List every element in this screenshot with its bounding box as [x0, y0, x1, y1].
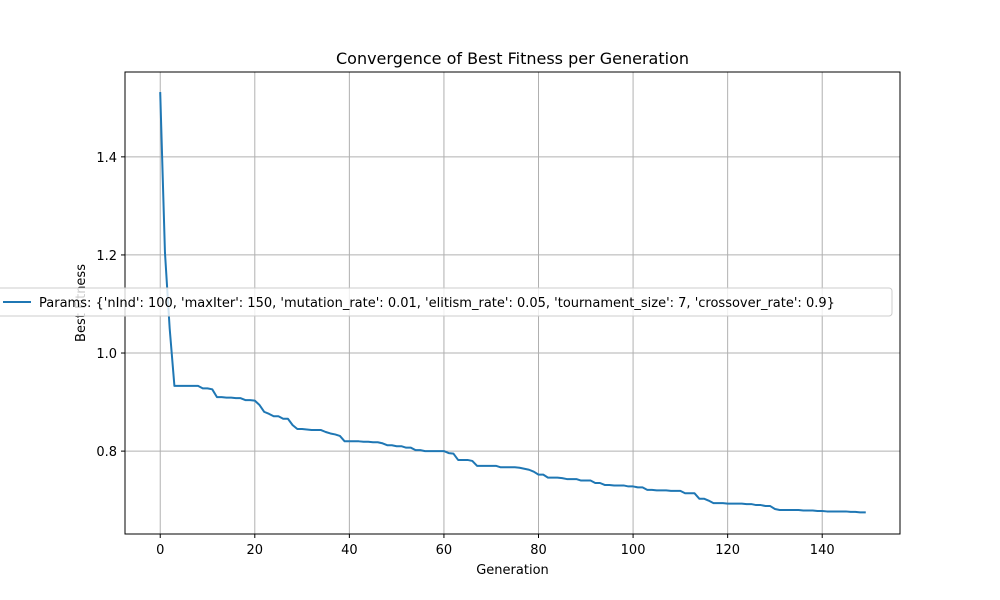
y-tick-label: 0.8: [96, 445, 117, 460]
x-tick-label: 140: [810, 543, 835, 558]
y-tick-label: 1.2: [96, 249, 117, 264]
x-axis-label: Generation: [476, 563, 549, 578]
x-tick-label: 0: [156, 543, 164, 558]
plot-area: [159, 92, 866, 514]
legend: Params: {'nInd': 100, 'maxIter': 150, 'm…: [0, 287, 893, 317]
x-tick-label: 80: [530, 543, 547, 558]
x-tick-label: 20: [247, 543, 264, 558]
y-tick-label: 1.4: [96, 151, 117, 166]
x-tick-label: 60: [436, 543, 453, 558]
x-tick-label: 120: [715, 543, 740, 558]
legend-entry-label: Params: {'nInd': 100, 'maxIter': 150, 'm…: [39, 296, 835, 311]
axis-ticks: 0 20 40 60 80 100 120 140 0.8 1.0 1.2 1.4: [96, 151, 834, 558]
x-tick-label: 100: [621, 543, 646, 558]
legend-box: [0, 287, 893, 317]
series-line-0: [159, 92, 866, 514]
y-tick-label: 1.0: [96, 347, 117, 362]
chart-title: Convergence of Best Fitness per Generati…: [336, 49, 689, 68]
x-tick-label: 40: [341, 543, 358, 558]
